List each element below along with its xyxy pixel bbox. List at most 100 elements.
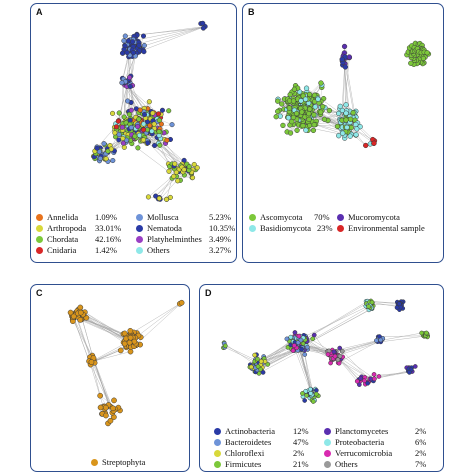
network-edge bbox=[166, 178, 173, 200]
legend-dot bbox=[36, 236, 43, 243]
network-node bbox=[127, 334, 134, 341]
network-node bbox=[361, 378, 367, 384]
network-node bbox=[358, 375, 364, 381]
network-node bbox=[127, 117, 133, 123]
network-node bbox=[260, 370, 266, 375]
network-node bbox=[128, 124, 134, 131]
network-node bbox=[117, 347, 124, 354]
network-node bbox=[290, 348, 296, 353]
network-node bbox=[119, 124, 125, 130]
network-node bbox=[342, 64, 349, 70]
network-node bbox=[169, 122, 175, 128]
network-node bbox=[127, 83, 133, 90]
network-edge bbox=[132, 26, 206, 41]
network-node bbox=[97, 404, 104, 411]
network-node bbox=[119, 50, 126, 56]
network-node bbox=[302, 398, 308, 403]
network-node bbox=[311, 112, 317, 118]
network-node bbox=[191, 161, 197, 168]
network-node bbox=[200, 25, 206, 31]
network-edge bbox=[91, 351, 131, 362]
legend-dot bbox=[36, 247, 43, 254]
panel-d-label: D bbox=[205, 288, 212, 298]
legend-dot bbox=[249, 225, 256, 232]
network-node bbox=[346, 54, 353, 60]
network-node bbox=[110, 157, 116, 164]
network-node bbox=[302, 352, 308, 357]
network-node bbox=[173, 169, 179, 175]
network-nodes bbox=[67, 299, 185, 427]
network-node bbox=[164, 137, 170, 143]
network-edge bbox=[379, 335, 428, 337]
network-node bbox=[407, 370, 412, 375]
network-node bbox=[159, 107, 165, 113]
network-d bbox=[221, 298, 430, 404]
network-node bbox=[310, 336, 316, 342]
network-node bbox=[394, 305, 400, 310]
network-node bbox=[408, 60, 414, 66]
network-node bbox=[369, 299, 375, 305]
network-node bbox=[145, 194, 151, 200]
network-node bbox=[424, 50, 430, 56]
legend-dot bbox=[324, 450, 331, 457]
network-node bbox=[306, 91, 313, 98]
network-node bbox=[178, 299, 185, 306]
network-node bbox=[122, 33, 128, 39]
network-node bbox=[286, 105, 293, 111]
network-node bbox=[321, 116, 328, 122]
network-edge bbox=[91, 361, 101, 396]
legend-b-item-basidiomycota: Basidiomycota 23% bbox=[249, 223, 337, 234]
panel-c-label: C bbox=[36, 288, 43, 298]
network-node bbox=[300, 123, 306, 129]
network-node bbox=[334, 123, 341, 130]
network-node bbox=[354, 126, 360, 132]
legend-d-item-actinobacteria: Actinobacteria 12% bbox=[214, 426, 324, 437]
network-node bbox=[341, 43, 348, 50]
network-nodes bbox=[90, 20, 208, 202]
network-node bbox=[151, 121, 157, 127]
legend-d-item-planctomycetes: Planctomycetes 2% bbox=[324, 426, 442, 437]
network-node bbox=[350, 110, 356, 116]
panel-a: A Annelida 1.09% Arthropoda 33.01% Chordat… bbox=[30, 3, 237, 263]
network-node bbox=[353, 121, 359, 128]
network-node bbox=[70, 313, 77, 320]
network-node bbox=[181, 167, 187, 173]
legend-dot bbox=[36, 214, 43, 221]
network-node bbox=[396, 301, 402, 307]
network-node bbox=[337, 103, 343, 110]
network-node bbox=[279, 101, 285, 107]
legend-d-item-chloroflexi: Chloroflexi 2% bbox=[214, 448, 324, 459]
network-node bbox=[255, 364, 261, 369]
network-node bbox=[298, 98, 304, 104]
legend-dot bbox=[249, 214, 256, 221]
network-node bbox=[304, 393, 309, 398]
network-node bbox=[200, 20, 206, 26]
network-node bbox=[320, 103, 326, 110]
legend-a-item-others: Others 3.27% bbox=[136, 245, 236, 256]
network-node bbox=[109, 110, 116, 116]
network-node bbox=[141, 49, 147, 55]
network-node bbox=[125, 38, 131, 44]
network-node bbox=[116, 131, 122, 138]
network-edge bbox=[258, 349, 303, 374]
network-edge bbox=[349, 126, 375, 141]
legend-a-item-annelida: Annelida 1.09% bbox=[36, 212, 136, 223]
network-node bbox=[126, 111, 132, 117]
network-node bbox=[307, 386, 313, 392]
network-edge bbox=[73, 318, 95, 361]
network-node bbox=[332, 353, 338, 359]
network-node bbox=[374, 338, 379, 343]
network-edge bbox=[130, 303, 180, 334]
network-node bbox=[77, 309, 84, 316]
legend-dot bbox=[324, 439, 331, 446]
legend-d-item-firmicutes: Firmicutes 21% bbox=[214, 459, 324, 470]
network-node bbox=[347, 133, 353, 139]
network-node bbox=[77, 317, 84, 323]
legend-d-item-verrucomicrobia: Verrucomicrobia 2% bbox=[324, 448, 442, 459]
network-node bbox=[156, 129, 162, 135]
network-node bbox=[294, 127, 300, 134]
network-node bbox=[147, 123, 153, 129]
network-node bbox=[141, 127, 147, 133]
network-node bbox=[111, 397, 117, 404]
network-node bbox=[343, 102, 349, 108]
